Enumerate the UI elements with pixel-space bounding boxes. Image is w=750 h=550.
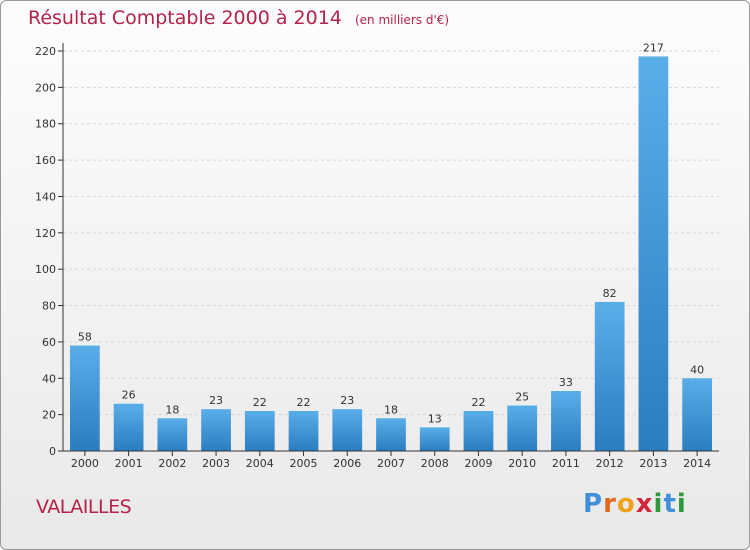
bars (69, 56, 713, 452)
unit-text: (en milliers d'€) (354, 13, 450, 27)
y-tick-label: 120 (35, 227, 56, 240)
x-tick-label: 2006 (333, 457, 361, 470)
bar (69, 345, 100, 451)
bar (594, 301, 625, 451)
axes (58, 43, 719, 456)
y-tick-label: 200 (35, 81, 56, 94)
y-tick-label: 220 (35, 45, 56, 58)
data-label: 13 (428, 412, 442, 425)
data-label: 25 (515, 391, 529, 404)
x-tick-label: 2001 (115, 457, 143, 470)
x-tick-label: 2014 (683, 457, 711, 470)
bar (244, 411, 275, 451)
bar (419, 427, 450, 451)
data-label: 58 (78, 331, 92, 344)
bar (551, 391, 581, 451)
data-label: 23 (209, 394, 223, 407)
logo-letter: o (616, 489, 636, 519)
logo-letter: i (676, 489, 687, 519)
y-tick-label: 180 (35, 118, 56, 131)
data-label: 18 (165, 403, 179, 416)
bar (638, 56, 669, 452)
bar (463, 411, 494, 451)
x-tick-label: 2010 (508, 457, 536, 470)
bar (682, 378, 713, 451)
y-tick-label: 100 (35, 263, 56, 276)
logo-letter: r (603, 489, 617, 519)
data-label: 23 (340, 394, 354, 407)
x-tick-label: 2012 (596, 457, 624, 470)
y-tick-label: 80 (42, 300, 56, 313)
data-label: 22 (253, 396, 267, 409)
data-label: 40 (690, 363, 704, 376)
commune-name: VALAILLES (36, 496, 132, 518)
y-tick-label: 40 (42, 372, 56, 385)
bar (157, 418, 188, 451)
x-tick-label: 2011 (552, 457, 580, 470)
bar (507, 405, 538, 451)
data-label: 22 (297, 396, 311, 409)
y-tick-label: 20 (42, 409, 56, 422)
data-label: 18 (384, 403, 398, 416)
x-tick-label: 2002 (158, 457, 186, 470)
x-tick-label: 2007 (377, 457, 405, 470)
bar (288, 411, 319, 451)
x-tick-label: 2009 (464, 457, 492, 470)
x-tick-label: 2008 (421, 457, 449, 470)
x-tick-label: 2003 (202, 457, 230, 470)
y-tick-label: 140 (35, 190, 56, 203)
y-tick-label: 160 (35, 154, 56, 167)
x-tick-label: 2000 (71, 457, 99, 470)
logo-letter: P (583, 489, 604, 519)
x-tick-label: 2013 (639, 457, 667, 470)
chart-title: Résultat Comptable 2000 à 2014 (en milli… (28, 7, 449, 29)
bar (332, 409, 363, 451)
logo-letter: t (663, 489, 677, 519)
data-label: 26 (122, 389, 136, 402)
x-tick-label: 2004 (246, 457, 274, 470)
logo-letter: x (635, 489, 654, 519)
bar (201, 409, 231, 451)
title-text: Résultat Comptable 2000 à 2014 (28, 7, 342, 29)
y-tick-label: 0 (49, 445, 56, 458)
labels: 0 20 40 60 80 100 120 140 160 180 200 220 2000 58 2001… (35, 41, 711, 470)
y-tick-label: 60 (42, 336, 56, 349)
logo-letter: i (653, 489, 664, 519)
bar (376, 418, 406, 451)
bar (113, 403, 144, 451)
data-label: 33 (559, 376, 573, 389)
proxiti-logo: Proxiti (583, 489, 687, 519)
x-tick-label: 2005 (290, 457, 318, 470)
data-label: 217 (643, 41, 664, 54)
data-label: 22 (471, 396, 485, 409)
data-label: 82 (603, 287, 617, 300)
